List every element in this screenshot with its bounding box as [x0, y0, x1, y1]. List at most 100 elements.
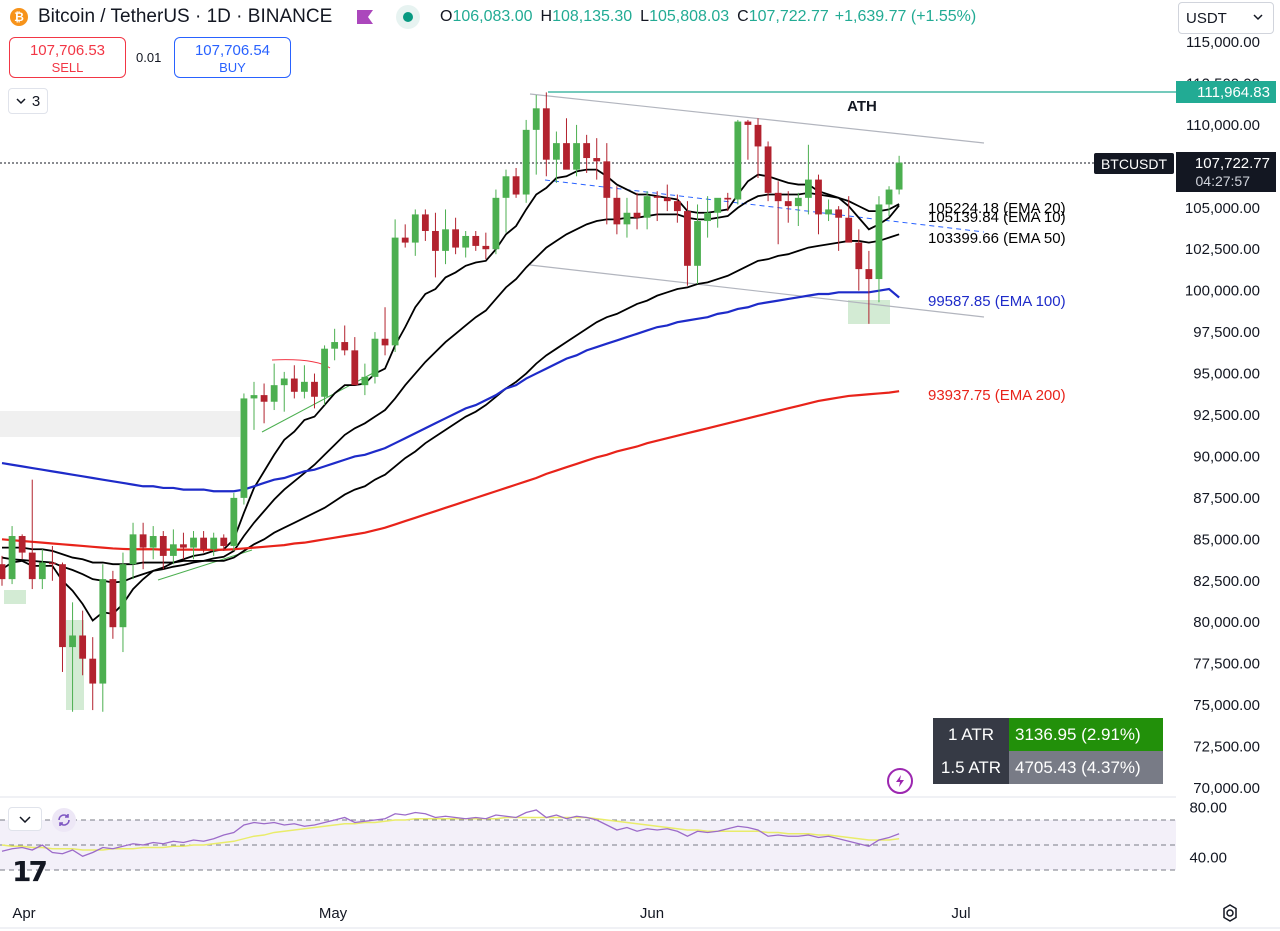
candle-body[interactable]: [371, 338, 379, 377]
candle-body[interactable]: [794, 197, 802, 207]
candle-body[interactable]: [885, 189, 893, 205]
candle-body[interactable]: [351, 350, 359, 386]
currency-select[interactable]: USDT: [1178, 2, 1274, 34]
candle-body[interactable]: [502, 176, 510, 198]
candle-body[interactable]: [69, 635, 76, 648]
candle-body[interactable]: [815, 179, 822, 215]
candle-body[interactable]: [210, 537, 218, 550]
candle-body[interactable]: [311, 381, 318, 397]
candle-body[interactable]: [89, 658, 97, 684]
candle-body[interactable]: [532, 108, 540, 130]
candle-body[interactable]: [805, 179, 812, 198]
candle-body[interactable]: [129, 534, 137, 565]
candle-body[interactable]: [99, 579, 107, 684]
candle-body[interactable]: [401, 237, 409, 243]
candle-body[interactable]: [49, 562, 56, 565]
candle-body[interactable]: [694, 221, 701, 266]
candle-body[interactable]: [139, 534, 147, 548]
candle-body[interactable]: [633, 212, 641, 218]
sell-button[interactable]: 107,706.53 SELL: [9, 37, 126, 78]
candle-body[interactable]: [190, 537, 197, 548]
candle-body[interactable]: [653, 196, 661, 198]
candle-body[interactable]: [109, 579, 117, 628]
candle-body[interactable]: [452, 229, 459, 248]
candle-body[interactable]: [169, 544, 177, 556]
candle-body[interactable]: [512, 176, 520, 195]
candle-body[interactable]: [643, 196, 651, 218]
candle-body[interactable]: [522, 129, 530, 195]
candle-body[interactable]: [59, 564, 66, 648]
candle-body[interactable]: [462, 235, 470, 248]
candle-body[interactable]: [240, 398, 248, 498]
candle-body[interactable]: [593, 158, 601, 162]
candle-body[interactable]: [825, 209, 832, 215]
candle-body[interactable]: [663, 197, 671, 202]
candle-body[interactable]: [472, 235, 480, 246]
candle-body[interactable]: [250, 395, 258, 399]
candle-body[interactable]: [542, 108, 550, 160]
candle-body[interactable]: [0, 564, 6, 580]
candle-body[interactable]: [341, 342, 349, 351]
candle-body[interactable]: [321, 348, 328, 397]
candle-body[interactable]: [563, 143, 570, 170]
candle-body[interactable]: [845, 217, 853, 243]
rsi-collapse-button[interactable]: [8, 807, 42, 831]
candle-body[interactable]: [573, 143, 580, 170]
candle-body[interactable]: [8, 536, 16, 580]
candle-body[interactable]: [149, 536, 157, 548]
candlesticks[interactable]: [0, 92, 903, 712]
flag-icon[interactable]: [356, 9, 374, 25]
candle-body[interactable]: [391, 237, 399, 346]
candle-body[interactable]: [673, 201, 681, 212]
symbol-title[interactable]: Bitcoin / TetherUS · 1D · BINANCE: [38, 6, 333, 27]
candle-body[interactable]: [119, 564, 127, 628]
candle-body[interactable]: [200, 537, 207, 550]
candle-body[interactable]: [895, 162, 903, 190]
candle-body[interactable]: [79, 635, 87, 659]
tradingview-logo[interactable]: 17: [12, 855, 48, 888]
candle-body[interactable]: [38, 562, 46, 580]
gear-icon[interactable]: [1220, 903, 1240, 923]
refresh-icon[interactable]: [52, 808, 76, 832]
lightning-bolt-icon[interactable]: [887, 768, 913, 794]
candle-body[interactable]: [724, 197, 732, 200]
candle-body[interactable]: [553, 143, 560, 160]
candle-body[interactable]: [432, 230, 439, 251]
candle-body[interactable]: [411, 214, 419, 243]
candle-body[interactable]: [28, 552, 36, 580]
candle-body[interactable]: [159, 536, 167, 556]
candle-body[interactable]: [492, 197, 500, 250]
candle-body[interactable]: [230, 497, 238, 546]
candle-body[interactable]: [361, 376, 369, 386]
candle-body[interactable]: [835, 209, 843, 218]
candle-body[interactable]: [18, 536, 26, 553]
candle-body[interactable]: [603, 161, 611, 198]
candle-body[interactable]: [280, 378, 288, 386]
market-status-icon[interactable]: [396, 5, 420, 29]
candle-body[interactable]: [381, 338, 389, 346]
candle-body[interactable]: [875, 204, 883, 280]
candle-body[interactable]: [421, 214, 429, 231]
candle-body[interactable]: [684, 211, 691, 266]
candle-body[interactable]: [774, 192, 782, 202]
candle-body[interactable]: [442, 229, 449, 251]
candle-body[interactable]: [180, 544, 187, 548]
candle-body[interactable]: [583, 143, 591, 159]
candle-body[interactable]: [764, 146, 772, 193]
indicators-toggle-button[interactable]: 3: [8, 88, 48, 114]
candle-body[interactable]: [784, 201, 792, 207]
candle-body[interactable]: [290, 378, 298, 392]
candle-body[interactable]: [734, 121, 742, 200]
candle-body[interactable]: [855, 242, 863, 270]
candle-body[interactable]: [623, 212, 631, 225]
candle-body[interactable]: [754, 124, 762, 147]
candle-body[interactable]: [613, 197, 621, 225]
candle-body[interactable]: [260, 395, 268, 402]
candle-body[interactable]: [220, 537, 228, 546]
buy-button[interactable]: 107,706.54 BUY: [174, 37, 291, 78]
candle-body[interactable]: [331, 342, 339, 349]
candle-body[interactable]: [704, 212, 711, 222]
candle-body[interactable]: [714, 197, 722, 213]
candle-body[interactable]: [744, 121, 752, 125]
